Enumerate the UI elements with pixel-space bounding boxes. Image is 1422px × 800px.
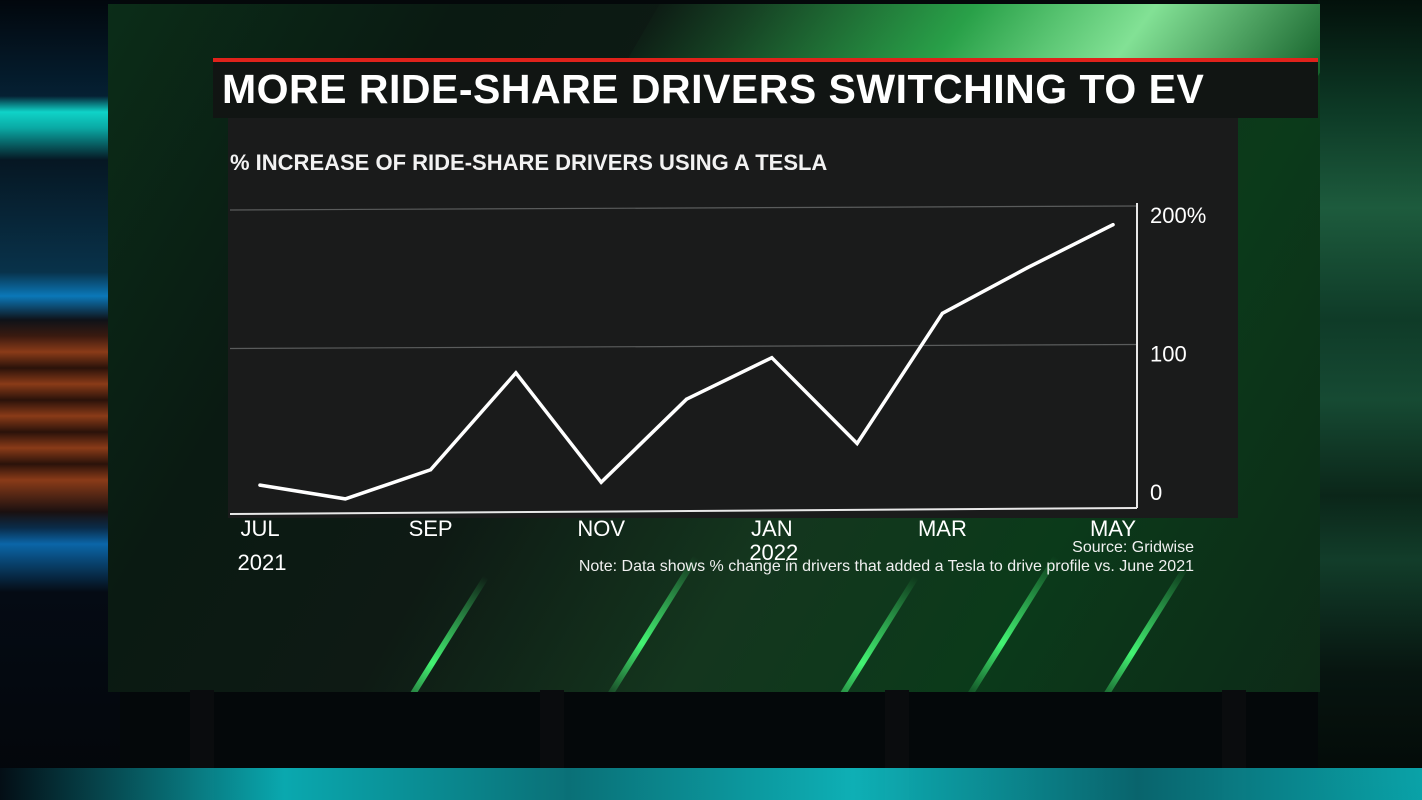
studio-floor-light xyxy=(0,768,1422,800)
data-point xyxy=(258,483,262,487)
source-credit: Source: Gridwise xyxy=(1072,539,1194,556)
x-tick-label: JUL xyxy=(240,516,279,541)
x-axis-line xyxy=(229,507,1138,515)
y-tick-label: 0 xyxy=(1150,480,1162,505)
x-tick-label: MAR xyxy=(918,516,967,541)
headline-band xyxy=(213,62,1318,118)
data-point xyxy=(940,311,945,315)
y-tick-label: 100 xyxy=(1150,342,1187,367)
data-point xyxy=(514,371,518,375)
x-tick-label: NOV xyxy=(577,516,625,541)
line-layer xyxy=(258,222,1115,501)
chart-panel xyxy=(228,118,1238,518)
gridline xyxy=(229,205,1138,211)
chart-title: % INCREASE OF RIDE-SHARE DRIVERS USING A… xyxy=(230,150,828,175)
x-tick-label: MAY xyxy=(1090,516,1136,541)
gridline xyxy=(229,343,1138,350)
data-point xyxy=(1026,266,1030,270)
data-point xyxy=(770,356,774,360)
studio-backdrop-left xyxy=(0,0,120,800)
axis-layer xyxy=(229,203,1138,515)
data-point xyxy=(429,468,433,472)
headline-accent-bar xyxy=(213,58,1318,62)
x-tick-label: SEP xyxy=(409,516,453,541)
data-point xyxy=(684,397,689,401)
grid-layer xyxy=(229,205,1138,350)
data-point xyxy=(1111,223,1115,227)
series-line xyxy=(258,222,1115,501)
data-point xyxy=(855,441,859,446)
chart-note: Note: Data shows % change in drivers tha… xyxy=(578,558,1194,575)
studio-backdrop-right xyxy=(1318,0,1422,800)
data-point xyxy=(343,497,347,501)
data-point xyxy=(599,480,603,484)
x-tick-label: JAN xyxy=(751,516,793,541)
headline: MORE RIDE-SHARE DRIVERS SWITCHING TO EV xyxy=(222,66,1205,112)
x-tick-year-label: 2022 xyxy=(749,540,798,565)
x-tick-year-label: 2021 xyxy=(238,550,287,575)
y-tick-label: 200% xyxy=(1150,203,1206,228)
